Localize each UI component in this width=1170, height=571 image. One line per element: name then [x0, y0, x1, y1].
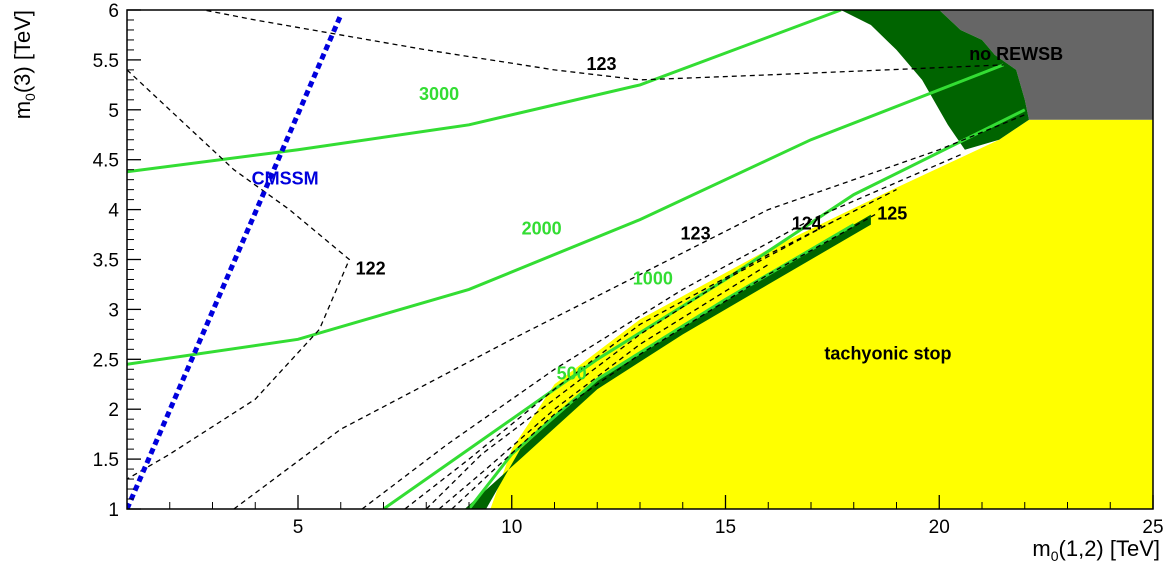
- annotation-c123a: 123: [587, 54, 617, 74]
- cmssm-line: [127, 14, 344, 509]
- green-contours: [127, 10, 1026, 509]
- dashed-contours: [127, 10, 1026, 509]
- y-tick-label: 6: [108, 1, 119, 22]
- dashed-contour-6: [438, 263, 769, 509]
- y-axis-title: m0(3) [TeV]: [10, 10, 38, 119]
- y-tick-label: 2.5: [93, 350, 119, 371]
- green-contour-1000: [382, 108, 1026, 509]
- region-tachyonic: [490, 119, 1153, 509]
- annotation-c122: 122: [356, 258, 386, 278]
- green-contour-2000: [127, 63, 1004, 366]
- x-tick-label: 5: [293, 517, 304, 538]
- annotation-c124: 124: [792, 214, 822, 234]
- annotation-c1000: 1000: [633, 268, 673, 288]
- annotation-c123b: 123: [681, 224, 711, 244]
- dashed-contour-4: [404, 189, 897, 509]
- y-tick-label: 5.5: [93, 51, 119, 72]
- dashed-contour-2: [233, 114, 1026, 509]
- cmssm-line-group: [127, 14, 344, 509]
- y-tick-label: 4: [108, 201, 119, 222]
- x-tick-label: 15: [715, 517, 736, 538]
- y-tick-label: 4.5: [93, 151, 119, 172]
- x-tick-label: 20: [929, 517, 950, 538]
- x-tick-label: 25: [1142, 517, 1163, 538]
- annotation-c3000: 3000: [419, 84, 459, 104]
- annotation-cmssm: CMSSM: [252, 169, 319, 189]
- x-axis-title: m0(1,2) [TeV]: [1032, 536, 1160, 564]
- dashed-contour-3: [361, 154, 961, 509]
- dashed-contour-5: [425, 219, 838, 509]
- y-tick-label: 3.5: [93, 251, 119, 272]
- annotation-c500: 500: [557, 363, 587, 383]
- annotation-c2000: 2000: [522, 219, 562, 239]
- y-tick-label: 2: [108, 400, 119, 421]
- dashed-contour-7: [451, 214, 876, 509]
- y-tick-label: 5: [108, 101, 119, 122]
- annotations: no REWSB tachyonic stop CMSSM 3000 2000 1000 5…: [252, 44, 1064, 383]
- annotation-no_rewsb: no REWSB: [969, 44, 1063, 64]
- axis-ticks: 5 10 15 20 25 1 1.5 2 2.5 3 3.5 4 4.5 5 5.5 6: [93, 1, 1164, 538]
- green-contour-3000: [127, 10, 842, 174]
- green-contour-500: [467, 223, 855, 509]
- annotation-tachyonic: tachyonic stop: [824, 343, 951, 363]
- region-dark_strip: [464, 214, 871, 509]
- dashed-contour-1: [200, 10, 1004, 81]
- chart-regions: [464, 10, 1153, 509]
- x-tick-label: 10: [501, 517, 522, 538]
- y-tick-label: 1.5: [93, 450, 119, 471]
- region-dark_band: [840, 10, 1029, 150]
- y-tick-label: 1: [108, 500, 119, 521]
- annotation-c125: 125: [877, 204, 907, 224]
- y-tick-label: 3: [108, 300, 119, 321]
- region-no_rewsb: [939, 10, 1153, 120]
- dashed-contour-0: [127, 69, 351, 480]
